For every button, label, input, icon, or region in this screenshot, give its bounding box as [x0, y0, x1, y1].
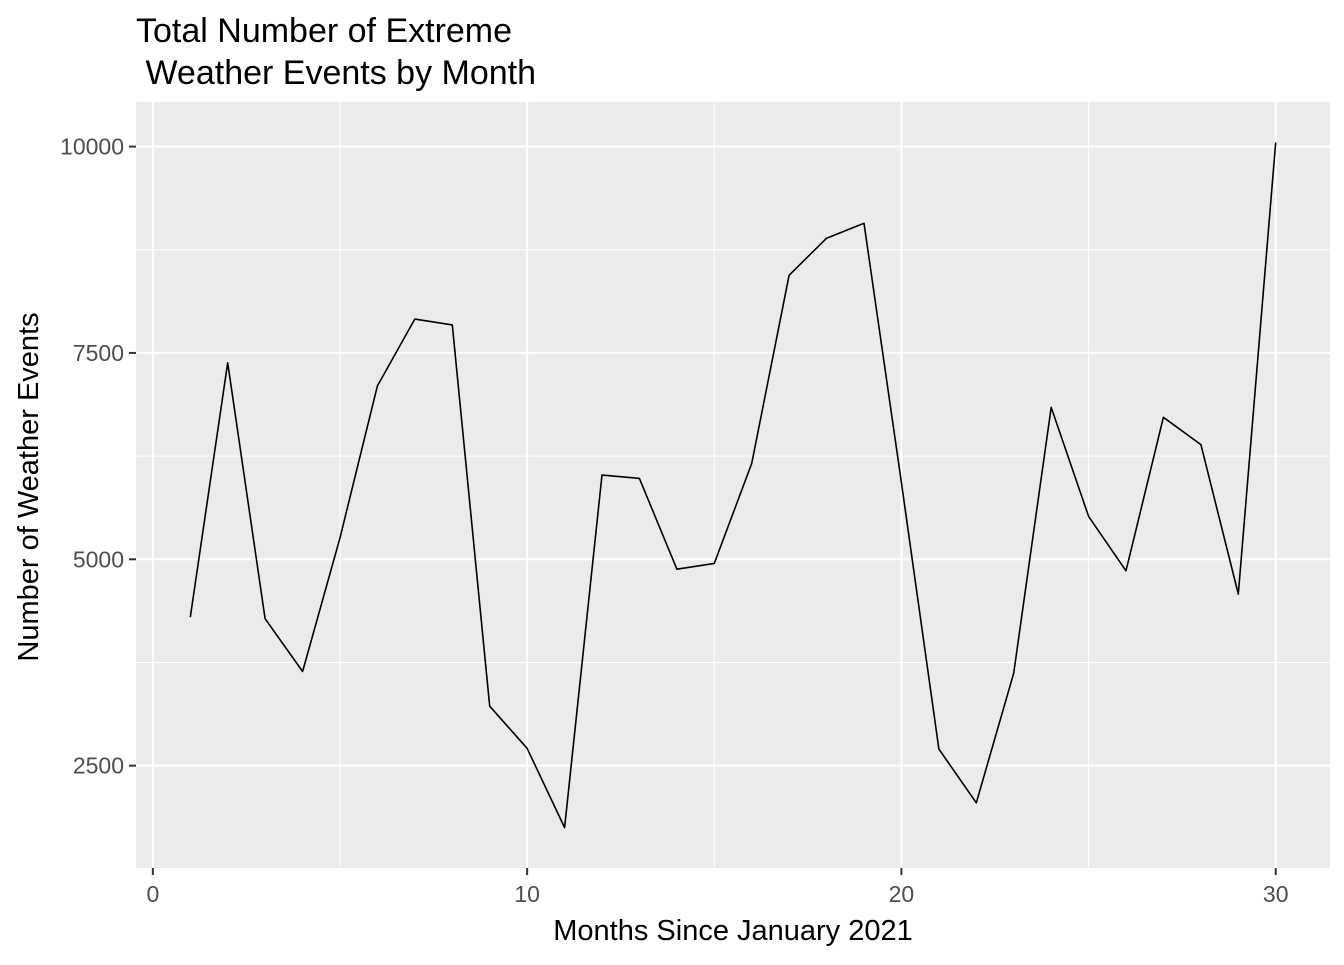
chart-title-line-2: Weather Events by Month: [136, 54, 536, 92]
series-layer: [189, 142, 1277, 829]
y-tick-label: 5000: [73, 546, 124, 572]
y-axis: 2500 5000 7500 10000: [60, 134, 136, 779]
y-axis-title: Number of Weather Events: [13, 312, 45, 661]
x-tick-label: 0: [146, 881, 159, 907]
x-axis-title: Months Since January 2021: [553, 915, 913, 947]
series-line-events: [189, 142, 1277, 829]
x-axis: 0 10 20 30: [146, 868, 1289, 907]
y-tick-label: 10000: [60, 134, 124, 160]
x-tick-label: 10: [514, 881, 540, 907]
plot-panel: [136, 102, 1330, 868]
y-tick-label: 2500: [73, 753, 124, 779]
minor-gridlines: [136, 102, 1330, 868]
x-tick-label: 20: [889, 881, 915, 907]
y-tick-label: 7500: [73, 340, 124, 366]
chart-title-line-1: Total Number of Extreme: [136, 12, 512, 50]
x-tick-label: 30: [1263, 881, 1289, 907]
